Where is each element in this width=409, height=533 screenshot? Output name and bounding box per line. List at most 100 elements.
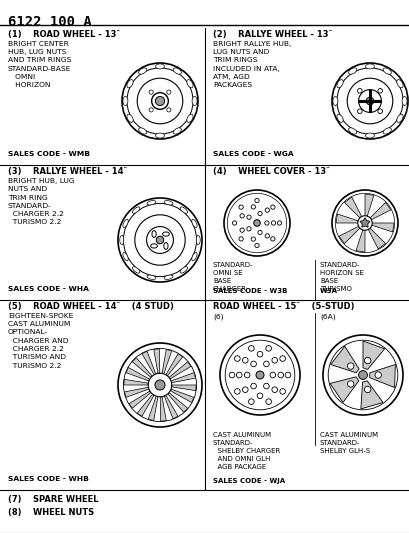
Ellipse shape (191, 219, 197, 228)
Circle shape (251, 237, 255, 241)
Text: SALES CODE - WHA: SALES CODE - WHA (8, 286, 89, 292)
Polygon shape (169, 362, 191, 379)
Circle shape (358, 90, 380, 112)
Text: (5)    ROAD WHEEL - 14″    (4 STUD): (5) ROAD WHEEL - 14″ (4 STUD) (8, 302, 173, 311)
Circle shape (279, 356, 285, 361)
Polygon shape (164, 395, 178, 419)
Polygon shape (355, 229, 364, 252)
Circle shape (137, 78, 182, 124)
Ellipse shape (147, 200, 155, 205)
Circle shape (256, 351, 262, 357)
Circle shape (246, 215, 251, 219)
Text: BRIGHT RALLYE HUB,
LUG NUTS AND
TRIM RINGS
INCLUDED IN ATA,
ATM, AGD
PACKAGES: BRIGHT RALLYE HUB, LUG NUTS AND TRIM RIN… (213, 41, 291, 88)
Polygon shape (162, 350, 171, 374)
Text: SALES CODE - WGA: SALES CODE - WGA (213, 151, 293, 157)
Circle shape (357, 88, 361, 93)
Ellipse shape (155, 64, 164, 69)
Ellipse shape (364, 133, 373, 138)
Circle shape (244, 372, 249, 378)
Polygon shape (137, 394, 153, 416)
Polygon shape (172, 385, 196, 391)
Polygon shape (362, 341, 384, 369)
Polygon shape (360, 381, 382, 409)
Circle shape (265, 345, 271, 351)
Circle shape (250, 361, 256, 367)
Circle shape (149, 108, 153, 112)
Circle shape (155, 380, 165, 390)
Circle shape (250, 383, 256, 389)
Circle shape (151, 93, 168, 109)
Ellipse shape (138, 68, 146, 74)
Circle shape (149, 90, 153, 94)
Text: EIGHTEEN-SPOKE
CAST ALUMINUM
OPTIONAL-
  CHARGER AND
  CHARGER 2.2
  TURISMO AND: EIGHTEEN-SPOKE CAST ALUMINUM OPTIONAL- C… (8, 313, 73, 368)
Text: (7)    SPARE WHEEL: (7) SPARE WHEEL (8, 495, 98, 504)
Circle shape (357, 216, 371, 230)
Polygon shape (142, 351, 155, 375)
Ellipse shape (180, 266, 187, 273)
Circle shape (239, 214, 244, 218)
Circle shape (377, 88, 382, 93)
Circle shape (166, 108, 171, 112)
Polygon shape (166, 354, 182, 376)
Circle shape (248, 345, 254, 351)
Text: (1)    ROAD WHEEL - 13″: (1) ROAD WHEEL - 13″ (8, 30, 120, 39)
Circle shape (256, 393, 262, 399)
Ellipse shape (138, 128, 146, 134)
Ellipse shape (164, 200, 173, 205)
Ellipse shape (401, 96, 406, 106)
Polygon shape (148, 397, 157, 421)
Circle shape (270, 205, 274, 209)
Circle shape (253, 220, 260, 227)
Ellipse shape (364, 64, 373, 69)
Polygon shape (126, 367, 149, 381)
Ellipse shape (173, 128, 181, 134)
Circle shape (146, 227, 173, 253)
Circle shape (254, 243, 258, 248)
Circle shape (155, 96, 164, 106)
Ellipse shape (123, 219, 128, 228)
Polygon shape (168, 393, 187, 412)
Text: STANDARD-
OMNI SE
BASE
CHARGER: STANDARD- OMNI SE BASE CHARGER (213, 262, 253, 292)
Circle shape (271, 387, 277, 392)
Ellipse shape (127, 114, 133, 123)
Ellipse shape (187, 79, 193, 88)
Circle shape (242, 358, 247, 363)
Circle shape (254, 198, 258, 203)
Text: (3)    RALLYE WHEEL - 14″: (3) RALLYE WHEEL - 14″ (8, 167, 127, 176)
Polygon shape (330, 346, 358, 373)
Text: (6A): (6A) (319, 314, 335, 320)
Circle shape (148, 373, 171, 397)
Polygon shape (132, 358, 152, 377)
Circle shape (358, 370, 366, 379)
Circle shape (251, 205, 255, 209)
Circle shape (236, 372, 241, 378)
Circle shape (234, 389, 240, 394)
Circle shape (232, 221, 236, 225)
Circle shape (347, 363, 353, 369)
Circle shape (271, 358, 277, 363)
Circle shape (276, 221, 281, 225)
Circle shape (246, 227, 251, 231)
Ellipse shape (187, 114, 193, 123)
Circle shape (238, 205, 243, 209)
Circle shape (239, 228, 244, 232)
Circle shape (265, 234, 269, 238)
Circle shape (364, 357, 370, 364)
Ellipse shape (348, 68, 356, 74)
Text: SALES CODE - WMB: SALES CODE - WMB (8, 151, 90, 157)
Polygon shape (367, 228, 384, 249)
Polygon shape (338, 226, 360, 244)
Ellipse shape (173, 68, 181, 74)
Circle shape (374, 372, 380, 378)
Circle shape (238, 237, 243, 241)
Circle shape (270, 372, 275, 378)
Ellipse shape (123, 96, 128, 106)
Text: (8)    WHEEL NUTS: (8) WHEEL NUTS (8, 508, 94, 517)
Circle shape (264, 221, 268, 225)
Ellipse shape (152, 231, 156, 237)
Ellipse shape (180, 207, 187, 213)
Polygon shape (369, 203, 390, 220)
Polygon shape (371, 223, 393, 232)
Circle shape (271, 221, 275, 225)
Circle shape (156, 236, 163, 244)
